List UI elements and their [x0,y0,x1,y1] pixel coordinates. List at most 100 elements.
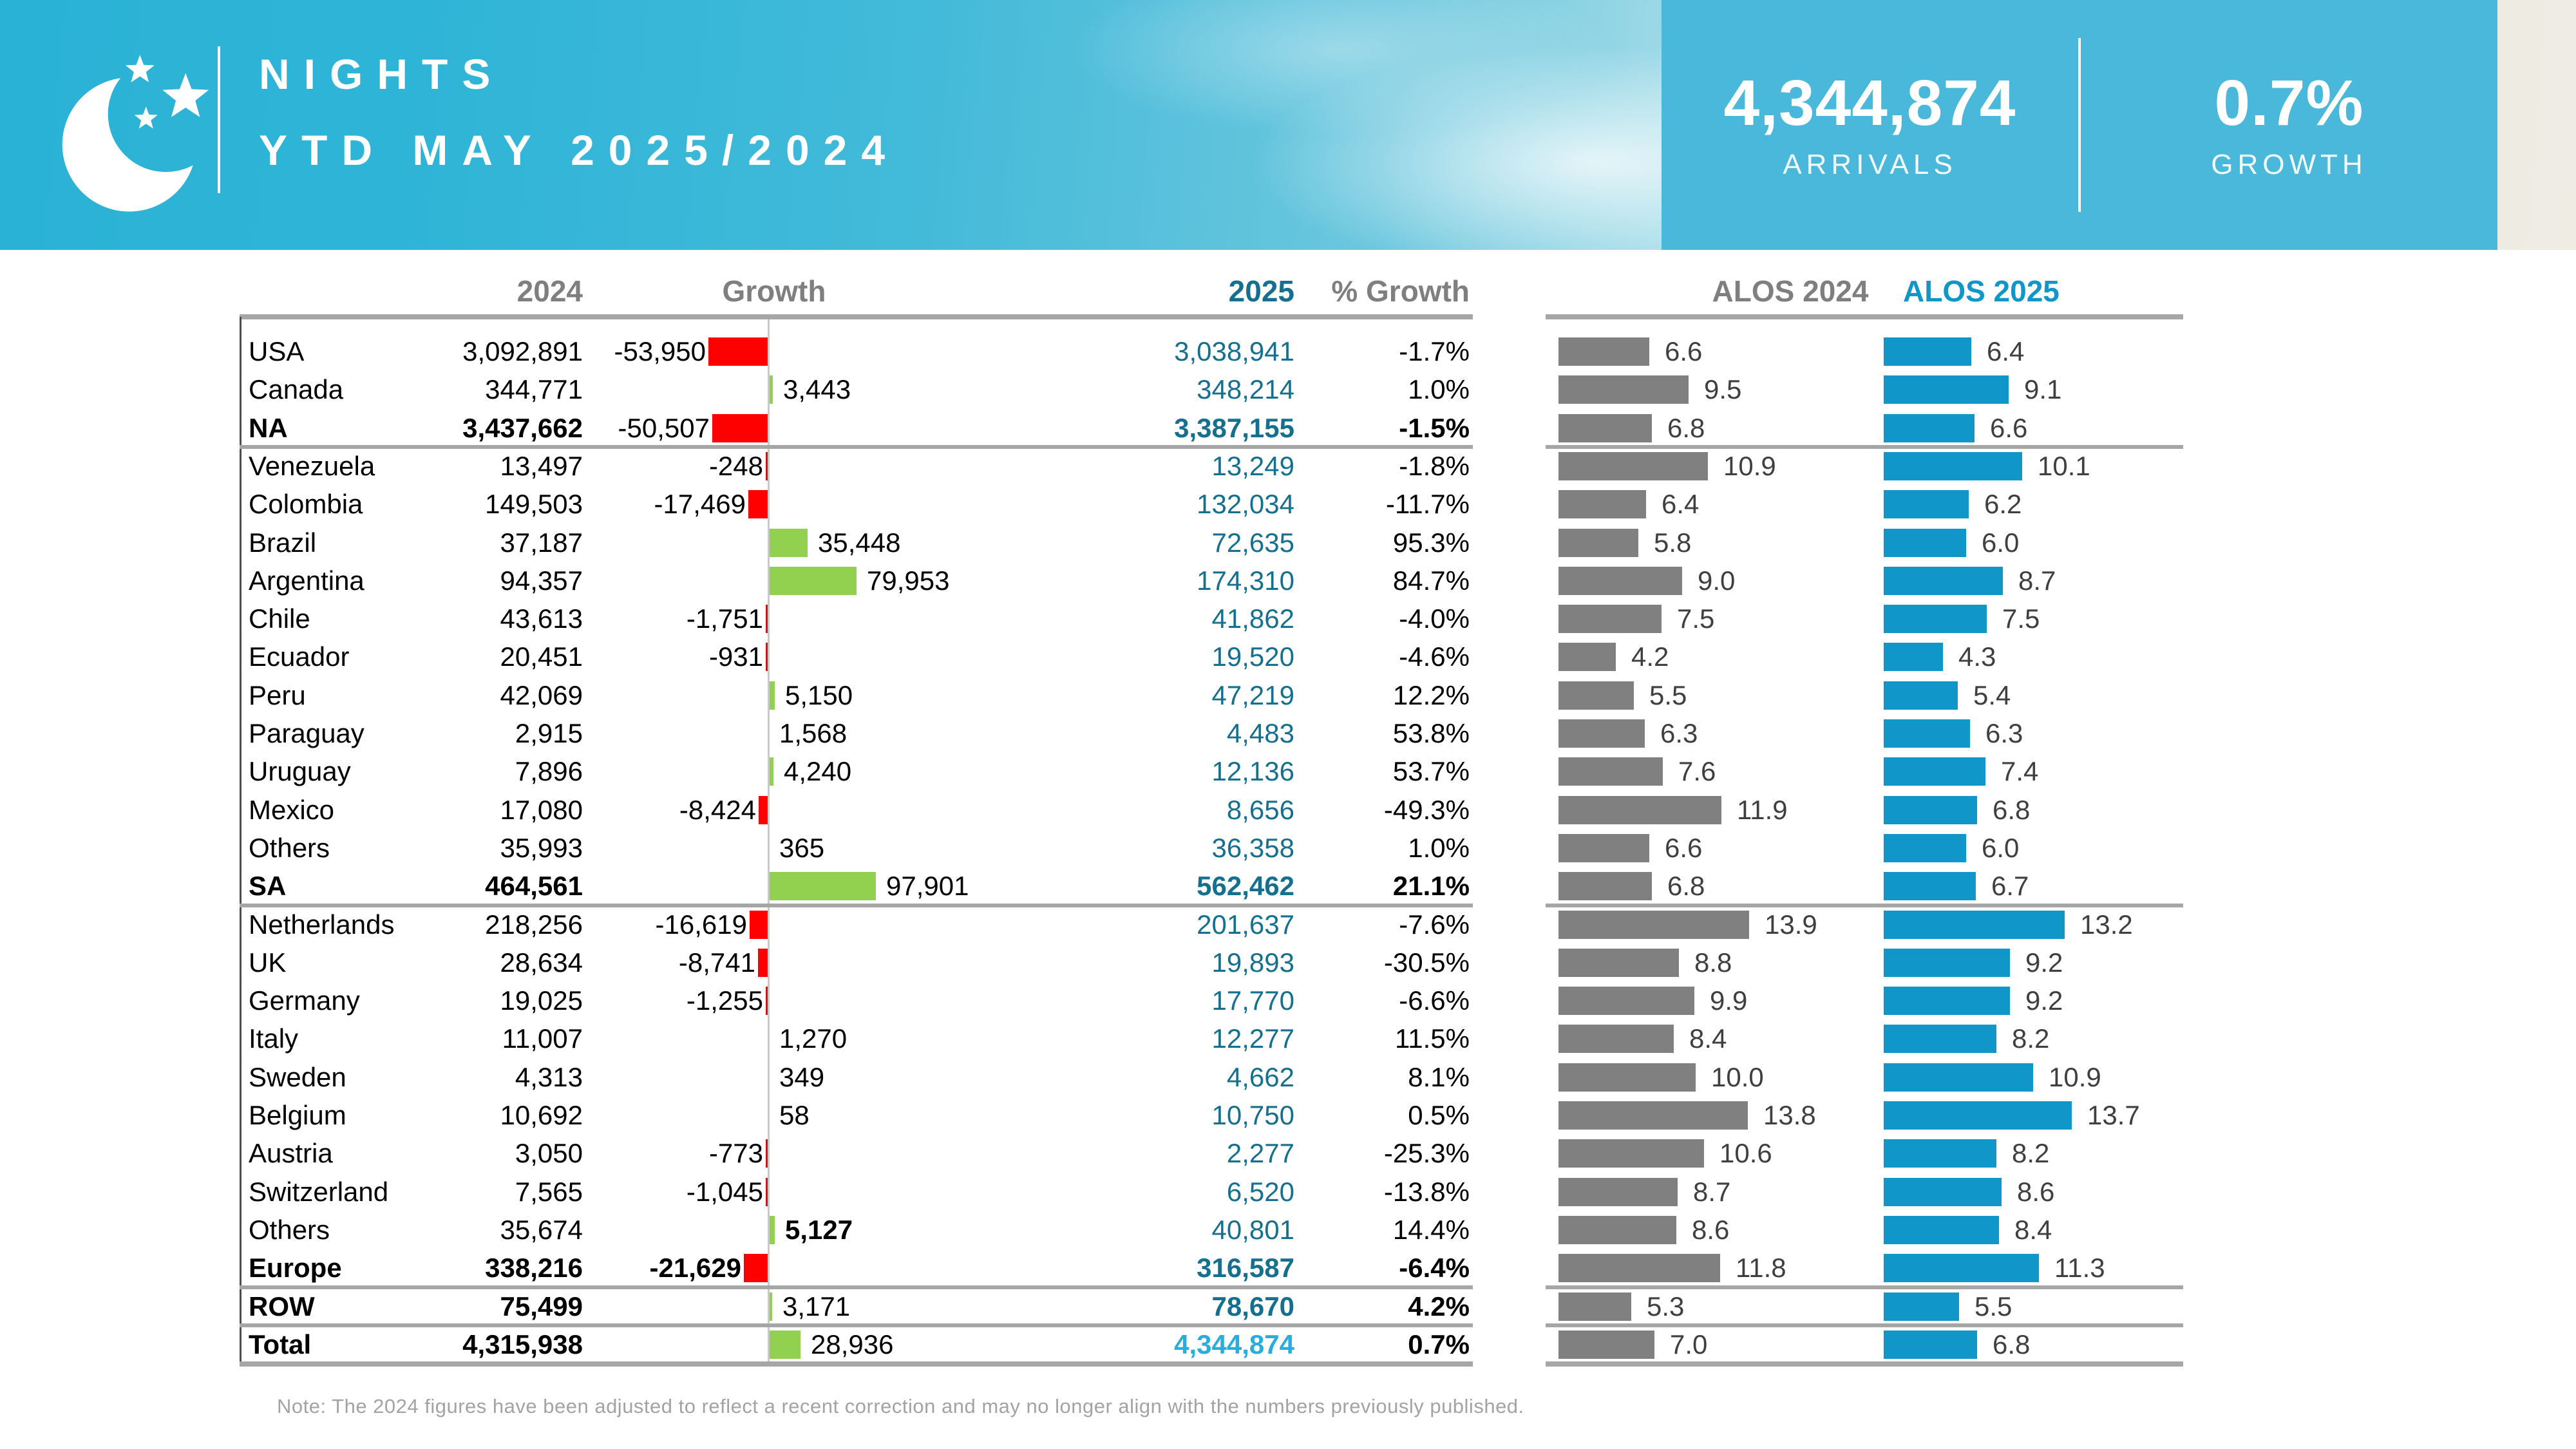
table-row: Others 35,674 5,127 40,801 14.4% 8.6 8.4 [240,1211,2191,1249]
star-icon [162,73,209,117]
title-line-2: YTD MAY 2025/2024 [259,126,900,174]
table-row: Total 4,315,938 28,936 4,344,874 0.7% 7.0 6.8 [240,1325,2191,1364]
alos-2025-value: 6.7 [1991,871,2029,902]
pct-growth: 11.5% [1395,1023,1470,1054]
growth-label: -248 [708,450,763,481]
value-2025: 3,038,941 [1174,336,1294,366]
country-label: Netherlands [249,909,395,940]
country-label: Others [249,1214,330,1245]
country-label: ROW [249,1291,315,1321]
table-row: USA 3,092,891 -53,950 3,038,941 -1.7% 6.6 6.4 [240,332,2191,371]
alos-2024-bar [1558,1139,1704,1168]
kpi-growth: 0.7% GROWTH [2081,69,2497,181]
value-2024: 37,187 [500,527,583,558]
alos-2025-value: 8.2 [2012,1023,2050,1054]
value-2025: 348,214 [1197,374,1294,405]
table-row: ROW 75,499 3,171 78,670 4.2% 5.3 5.5 [240,1287,2191,1326]
value-2025: 13,249 [1211,450,1294,481]
growth-label: 4,240 [784,756,852,787]
alos-2025-bar [1884,1139,1996,1168]
alos-2024-bar [1558,337,1649,366]
kpi-arrivals: 4,344,874 ARRIVALS [1662,66,2078,181]
growth-bar [769,757,773,786]
value-2024: 28,634 [500,947,583,978]
alos-2024-value: 10.9 [1723,450,1776,481]
alos-2024-value: 5.5 [1649,679,1687,710]
growth-label: -773 [708,1138,763,1169]
value-2024: 75,499 [500,1291,583,1321]
alos-2024-bar [1558,719,1645,748]
table-row: Sweden 4,313 349 4,662 8.1% 10.0 10.9 [240,1058,2191,1097]
alos-2024-value: 5.3 [1647,1291,1685,1321]
alos-2024-bar [1558,1025,1674,1054]
alos-2025-bar [1884,605,1987,634]
growth-label: 1,270 [779,1023,848,1054]
growth-bar [744,1254,768,1283]
column-header-pct-growth: % Growth [1331,274,1470,308]
row-separator-line [240,903,1473,907]
growth-label: -8,741 [678,947,755,978]
value-2025: 2,277 [1226,1138,1294,1169]
column-header-alos-2024: ALOS 2024 [1712,274,1869,308]
value-2024: 43,613 [500,603,583,634]
value-2025: 562,462 [1197,871,1294,902]
alos-2024-value: 7.5 [1677,603,1715,634]
growth-bar [766,605,768,634]
pct-growth: 53.8% [1392,718,1470,748]
column-header-growth: Growth [722,274,826,308]
alos-2025-bar [1884,795,1977,824]
country-label: Belgium [249,1100,346,1130]
table-row: Colombia 149,503 -17,469 132,034 -11.7% 6.4 6.… [240,485,2191,524]
growth-bar [750,910,768,939]
growth-bar [766,987,768,1016]
header-divider-line [218,46,220,193]
alos-2025-bar [1884,872,1976,901]
country-label: Ecuador [249,641,350,672]
alos-2025-value: 6.3 [1985,718,2023,748]
pct-growth: 8.1% [1408,1061,1470,1092]
value-2025: 8,656 [1226,794,1294,825]
alos-2024-value: 6.4 [1662,489,1700,520]
alos-2024-value: 9.0 [1698,565,1736,596]
row-separator-line [1546,903,2183,907]
value-2024: 7,565 [515,1176,583,1207]
country-label: Italy [249,1023,299,1054]
alos-2025-bar [1884,528,1966,557]
alos-2025-bar [1884,948,2010,977]
alos-2025-value: 8.6 [2017,1176,2055,1207]
row-separator-line [240,1285,1473,1289]
table-row: Peru 42,069 5,150 47,219 12.2% 5.5 5.4 [240,676,2191,715]
country-label: Switzerland [249,1176,389,1207]
alos-2024-bar [1558,910,1749,939]
table-row: Italy 11,007 1,270 12,277 11.5% 8.4 8.2 [240,1019,2191,1058]
alos-2025-bar [1884,1215,1999,1244]
alos-2024-value: 8.4 [1689,1023,1727,1054]
arrivals-value: 4,344,874 [1723,66,2016,139]
country-label: Colombia [249,489,363,520]
value-2025: 47,219 [1211,679,1294,710]
growth-bar [769,375,773,404]
growth-label: -1,255 [686,985,763,1016]
pct-growth: -13.8% [1383,1176,1470,1207]
growth-label: -50,507 [618,412,710,443]
alos-2024-value: 10.6 [1719,1138,1772,1169]
pct-growth: 21.1% [1392,871,1470,902]
country-label: Venezuela [249,450,375,481]
value-2024: 344,771 [485,374,583,405]
growth-bar [766,451,768,480]
growth-bar [748,490,768,519]
alos-2025-value: 10.1 [2038,450,2090,481]
alos-2025-bar [1884,1292,1959,1321]
row-separator-line [240,1323,1473,1327]
alos-2025-value: 9.2 [2025,985,2063,1016]
alos-2025-value: 6.6 [1990,412,2028,443]
growth-label: 1,568 [779,718,848,748]
alos-2024-value: 6.6 [1665,832,1703,863]
table-row: UK 28,634 -8,741 19,893 -30.5% 8.8 9.2 [240,943,2191,982]
alos-2025-bar [1884,833,1966,862]
pct-growth: -30.5% [1383,947,1470,978]
table-row: Argentina 94,357 79,953 174,310 84.7% 9.0 8.7 [240,562,2191,600]
growth-bar [712,413,768,442]
table-row: SA 464,561 97,901 562,462 21.1% 6.8 6.7 [240,867,2191,905]
country-label: SA [249,871,287,902]
